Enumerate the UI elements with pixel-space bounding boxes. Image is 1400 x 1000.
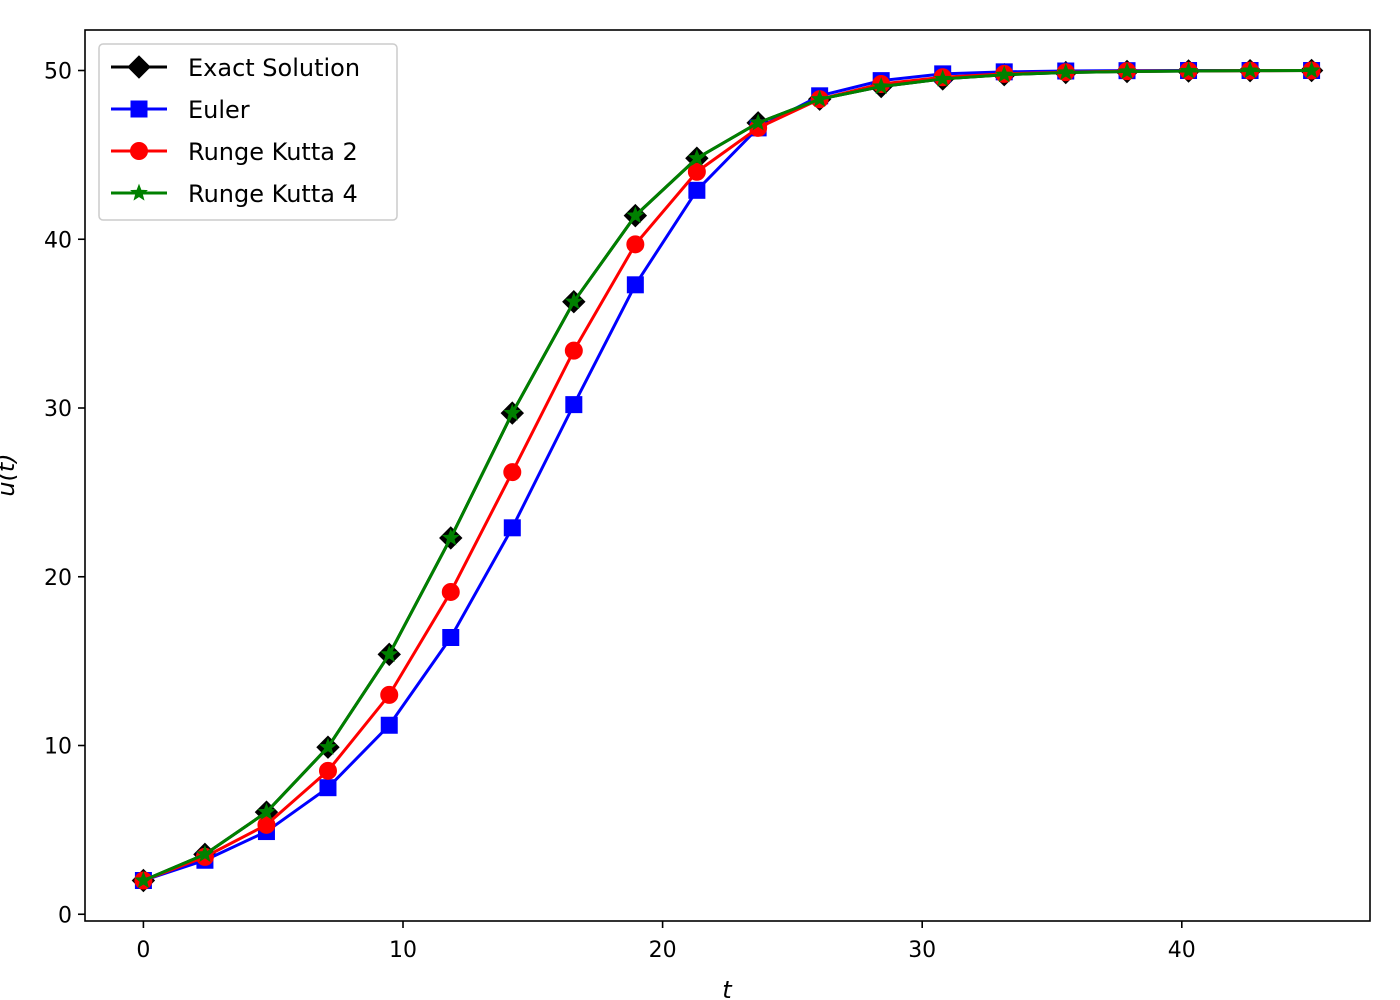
legend: Exact Solution Euler Runge Kutta 2 Runge Ku… <box>98 43 398 221</box>
series-3-point-10 <box>749 113 768 131</box>
y-axis-label: u(t) <box>0 453 20 496</box>
series-1-point-7 <box>565 396 583 414</box>
series-3-point-19 <box>1302 61 1321 79</box>
series-2-point-6 <box>503 463 522 482</box>
series-3-point-9 <box>687 148 706 166</box>
x-tick-label-0: 0 <box>136 938 150 963</box>
legend-box <box>98 43 398 221</box>
series-1-point-3 <box>319 779 337 797</box>
x-tick-label-3: 30 <box>908 938 936 963</box>
x-tick-label-1: 10 <box>389 938 417 963</box>
series-1-point-4 <box>380 716 398 734</box>
series-3-point-14 <box>995 65 1014 83</box>
legend-marker-2 <box>130 142 148 160</box>
series-2-point-3 <box>318 761 337 780</box>
series-3-point-3 <box>319 737 337 755</box>
y-tick-label-0: 0 <box>58 903 72 928</box>
series-3-point-7 <box>564 292 583 310</box>
x-tick-label-4: 40 <box>1168 938 1196 963</box>
series-3-point-16 <box>1118 62 1136 80</box>
series-3-point-0 <box>134 871 153 889</box>
series-3-point-2 <box>257 802 276 820</box>
x-tick-label-2: 20 <box>649 938 677 963</box>
series-3-point-4 <box>380 644 399 662</box>
series-3-point-11 <box>810 89 829 107</box>
series-1-point-9 <box>688 181 706 199</box>
legend-label-1: Euler <box>188 96 250 124</box>
series-1-point-5 <box>442 629 460 646</box>
legend-label-3: Runge Kutta 4 <box>188 180 358 208</box>
y-tick-label-2: 20 <box>44 566 72 591</box>
series-3-point-18 <box>1241 61 1260 79</box>
x-axis-ticks: 0 10 20 30 40 <box>136 921 1196 963</box>
series-line-3 <box>142 69 1312 882</box>
series-3 <box>134 61 1321 889</box>
series-3-point-13 <box>933 69 952 87</box>
series-1-point-8 <box>626 276 644 294</box>
series-2-point-8 <box>626 235 645 254</box>
legend-marker-1 <box>130 100 148 118</box>
series-3-point-8 <box>626 206 645 224</box>
legend-marker-0 <box>127 55 151 79</box>
series-3-point-17 <box>1179 61 1198 79</box>
y-tick-label-4: 40 <box>44 228 72 253</box>
y-axis-ticks: 0 10 20 30 40 50 <box>44 60 85 928</box>
y-tick-label-5: 50 <box>44 60 72 85</box>
plot-frame <box>84 29 1371 922</box>
legend-label-2: Runge Kutta 2 <box>188 138 358 166</box>
legend-label-0: Exact Solution <box>188 54 360 82</box>
series-3-point-12 <box>872 77 891 95</box>
series-2-point-9 <box>687 162 706 181</box>
series-3-point-15 <box>1056 63 1075 81</box>
legend-marker-3 <box>130 183 148 201</box>
series-2-point-5 <box>441 582 460 601</box>
y-tick-label-3: 30 <box>44 397 72 422</box>
series-3-point-1 <box>195 844 214 862</box>
series-3-point-6 <box>503 403 522 421</box>
y-tick-label-1: 10 <box>44 735 72 760</box>
series-2-point-2 <box>257 815 276 834</box>
series-1-point-6 <box>503 519 521 537</box>
series-2-point-7 <box>564 341 583 360</box>
series-3-point-5 <box>441 528 460 546</box>
series-layer <box>131 58 1324 893</box>
series-2-point-4 <box>380 685 399 704</box>
x-axis-label: t <box>722 976 733 1000</box>
